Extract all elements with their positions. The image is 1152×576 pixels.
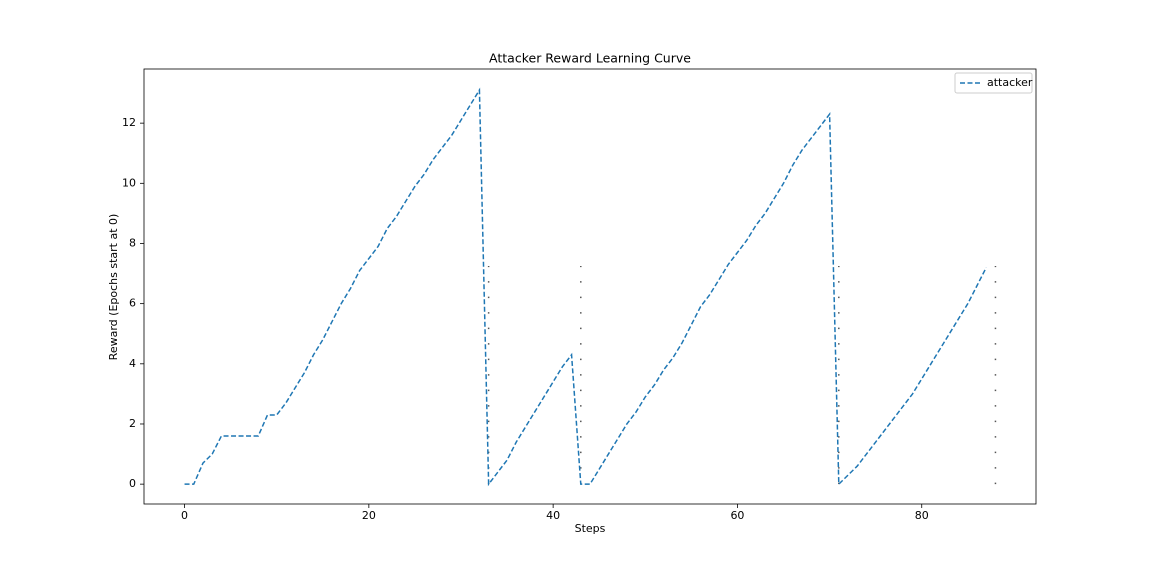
x-tick-label: 60	[730, 509, 744, 522]
x-axis-label: Steps	[575, 522, 606, 535]
y-tick-label: 0	[129, 477, 136, 490]
y-tick-label: 8	[129, 236, 136, 249]
y-tick-label: 10	[122, 176, 136, 189]
x-tick-label: 80	[915, 509, 929, 522]
x-tick-label: 20	[362, 509, 376, 522]
y-tick-label: 4	[129, 357, 136, 370]
data-line	[184, 87, 987, 487]
y-tick-label: 2	[129, 417, 136, 430]
y-tick-label: 12	[122, 116, 136, 129]
y-axis-label: Reward (Epochs start at 0)	[107, 214, 120, 361]
y-tick-label: 6	[129, 297, 136, 310]
x-tick-label: 40	[546, 509, 560, 522]
x-tick-label: 0	[181, 509, 188, 522]
chart-title: Attacker Reward Learning Curve	[489, 51, 691, 66]
legend-label: attacker	[987, 76, 1033, 89]
axes-frame	[143, 68, 1037, 505]
plot-area: 0 20 40 60 80 0 2 4 6 8 10 12 attacker	[122, 72, 1033, 522]
legend-box	[954, 72, 1033, 94]
